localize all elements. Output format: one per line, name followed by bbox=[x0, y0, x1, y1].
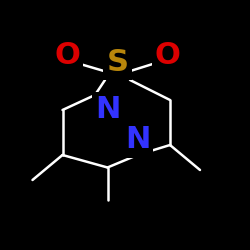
Text: O: O bbox=[154, 40, 180, 70]
Text: S: S bbox=[106, 48, 128, 77]
Text: N: N bbox=[125, 126, 150, 154]
Text: N: N bbox=[95, 96, 120, 124]
Text: O: O bbox=[54, 40, 80, 70]
